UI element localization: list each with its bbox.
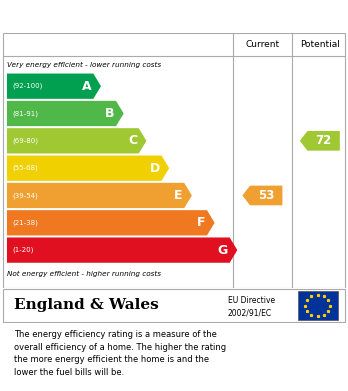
Text: A: A xyxy=(82,80,92,93)
Text: 53: 53 xyxy=(258,189,274,202)
Polygon shape xyxy=(7,128,147,154)
Text: Very energy efficient - lower running costs: Very energy efficient - lower running co… xyxy=(7,62,161,68)
Text: C: C xyxy=(128,135,137,147)
Text: (81-91): (81-91) xyxy=(12,110,38,117)
Text: D: D xyxy=(150,161,160,175)
Text: EU Directive: EU Directive xyxy=(228,296,275,305)
Polygon shape xyxy=(242,186,283,205)
Polygon shape xyxy=(7,101,124,126)
Text: 2002/91/EC: 2002/91/EC xyxy=(228,308,272,317)
Polygon shape xyxy=(300,131,340,151)
Text: (1-20): (1-20) xyxy=(12,247,33,253)
Text: E: E xyxy=(174,189,182,202)
Polygon shape xyxy=(7,183,192,208)
Text: (92-100): (92-100) xyxy=(12,83,42,90)
Text: England & Wales: England & Wales xyxy=(14,298,159,312)
Text: F: F xyxy=(197,216,205,229)
Text: (69-80): (69-80) xyxy=(12,138,38,144)
Text: 72: 72 xyxy=(315,135,331,147)
Text: Not energy efficient - higher running costs: Not energy efficient - higher running co… xyxy=(7,271,161,277)
Polygon shape xyxy=(7,237,237,263)
Polygon shape xyxy=(7,74,101,99)
Text: Current: Current xyxy=(245,40,279,49)
Polygon shape xyxy=(7,156,169,181)
Text: The energy efficiency rating is a measure of the
overall efficiency of a home. T: The energy efficiency rating is a measur… xyxy=(14,330,226,377)
Text: G: G xyxy=(218,244,228,256)
Text: (21-38): (21-38) xyxy=(12,219,38,226)
Text: (55-68): (55-68) xyxy=(12,165,38,171)
Text: Potential: Potential xyxy=(300,40,340,49)
Text: B: B xyxy=(105,107,114,120)
Text: (39-54): (39-54) xyxy=(12,192,38,199)
Polygon shape xyxy=(7,210,215,235)
Text: Energy Efficiency Rating: Energy Efficiency Rating xyxy=(10,11,220,26)
Bar xyxy=(298,291,338,320)
